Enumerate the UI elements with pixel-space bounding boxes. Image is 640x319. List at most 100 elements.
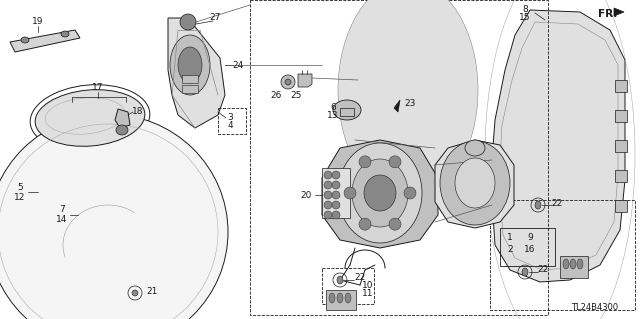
Ellipse shape bbox=[324, 171, 332, 179]
Polygon shape bbox=[435, 140, 514, 228]
Text: 4: 4 bbox=[227, 122, 233, 130]
Bar bbox=[322, 168, 350, 218]
Ellipse shape bbox=[455, 158, 495, 208]
Text: 2: 2 bbox=[507, 246, 513, 255]
Text: 5: 5 bbox=[17, 183, 23, 192]
Ellipse shape bbox=[170, 35, 210, 95]
Text: 7: 7 bbox=[59, 205, 65, 214]
Bar bbox=[615, 110, 627, 122]
Ellipse shape bbox=[178, 47, 202, 83]
Ellipse shape bbox=[21, 37, 29, 43]
Polygon shape bbox=[394, 100, 400, 112]
Polygon shape bbox=[322, 140, 438, 248]
Polygon shape bbox=[28, 156, 188, 305]
Ellipse shape bbox=[180, 14, 196, 30]
Bar bbox=[615, 200, 627, 212]
Ellipse shape bbox=[337, 276, 343, 284]
Text: 3: 3 bbox=[227, 114, 233, 122]
Ellipse shape bbox=[364, 175, 396, 211]
Text: 21: 21 bbox=[147, 286, 157, 295]
Ellipse shape bbox=[440, 141, 510, 225]
Text: 18: 18 bbox=[132, 108, 144, 116]
Ellipse shape bbox=[344, 187, 356, 199]
Bar bbox=[340, 108, 354, 116]
Bar bbox=[182, 75, 198, 83]
Text: 12: 12 bbox=[14, 194, 26, 203]
Ellipse shape bbox=[359, 218, 371, 230]
Text: 25: 25 bbox=[291, 92, 301, 100]
Bar bbox=[326, 290, 356, 310]
Bar bbox=[615, 140, 627, 152]
Ellipse shape bbox=[132, 290, 138, 296]
Bar bbox=[500, 228, 555, 266]
Ellipse shape bbox=[535, 201, 541, 209]
Ellipse shape bbox=[389, 218, 401, 230]
Text: 26: 26 bbox=[270, 92, 282, 100]
Ellipse shape bbox=[338, 0, 478, 200]
Ellipse shape bbox=[570, 259, 576, 269]
Text: 13: 13 bbox=[327, 112, 339, 121]
Text: 15: 15 bbox=[519, 13, 531, 23]
Ellipse shape bbox=[389, 156, 401, 168]
Ellipse shape bbox=[332, 191, 340, 199]
Bar bbox=[182, 85, 198, 93]
Bar bbox=[490, 200, 635, 310]
Bar bbox=[322, 268, 374, 304]
Bar bbox=[615, 80, 627, 92]
Ellipse shape bbox=[352, 159, 408, 227]
Text: 22: 22 bbox=[355, 273, 365, 283]
Ellipse shape bbox=[522, 268, 528, 276]
Ellipse shape bbox=[465, 140, 485, 156]
Text: 22: 22 bbox=[552, 198, 563, 207]
Polygon shape bbox=[358, 2, 460, 150]
Polygon shape bbox=[10, 30, 80, 52]
Ellipse shape bbox=[332, 201, 340, 209]
Polygon shape bbox=[298, 74, 312, 87]
Ellipse shape bbox=[0, 114, 228, 319]
Bar bbox=[250, 0, 548, 315]
Text: FR.: FR. bbox=[598, 9, 618, 19]
Ellipse shape bbox=[35, 90, 145, 146]
Ellipse shape bbox=[61, 31, 69, 37]
Ellipse shape bbox=[332, 211, 340, 219]
Text: 8: 8 bbox=[522, 5, 528, 14]
Bar bbox=[218, 108, 246, 134]
Ellipse shape bbox=[563, 259, 569, 269]
Ellipse shape bbox=[338, 143, 422, 243]
Ellipse shape bbox=[324, 201, 332, 209]
Ellipse shape bbox=[345, 293, 351, 303]
Ellipse shape bbox=[285, 79, 291, 85]
Polygon shape bbox=[115, 109, 130, 128]
Ellipse shape bbox=[359, 156, 371, 168]
Ellipse shape bbox=[337, 293, 343, 303]
Ellipse shape bbox=[332, 171, 340, 179]
Bar bbox=[615, 170, 627, 182]
Text: 22: 22 bbox=[538, 265, 548, 275]
Ellipse shape bbox=[281, 75, 295, 89]
Text: 10: 10 bbox=[362, 281, 374, 291]
Polygon shape bbox=[168, 18, 225, 128]
Ellipse shape bbox=[333, 100, 361, 120]
Text: 16: 16 bbox=[524, 246, 536, 255]
Polygon shape bbox=[492, 10, 625, 282]
Ellipse shape bbox=[324, 191, 332, 199]
Ellipse shape bbox=[332, 181, 340, 189]
Text: 19: 19 bbox=[32, 18, 44, 26]
Bar bbox=[560, 256, 588, 278]
Ellipse shape bbox=[577, 259, 583, 269]
Polygon shape bbox=[614, 8, 624, 16]
Ellipse shape bbox=[324, 211, 332, 219]
Text: 24: 24 bbox=[232, 61, 244, 70]
Text: TL24B4300: TL24B4300 bbox=[572, 303, 619, 313]
Text: 1: 1 bbox=[507, 234, 513, 242]
Ellipse shape bbox=[324, 181, 332, 189]
Text: 6: 6 bbox=[330, 103, 336, 113]
Text: 17: 17 bbox=[92, 84, 104, 93]
Ellipse shape bbox=[404, 187, 416, 199]
Text: 14: 14 bbox=[56, 216, 68, 225]
Text: 27: 27 bbox=[209, 13, 221, 23]
Text: 20: 20 bbox=[300, 190, 312, 199]
Text: 9: 9 bbox=[527, 234, 533, 242]
Ellipse shape bbox=[116, 125, 128, 135]
Text: 23: 23 bbox=[404, 100, 416, 108]
